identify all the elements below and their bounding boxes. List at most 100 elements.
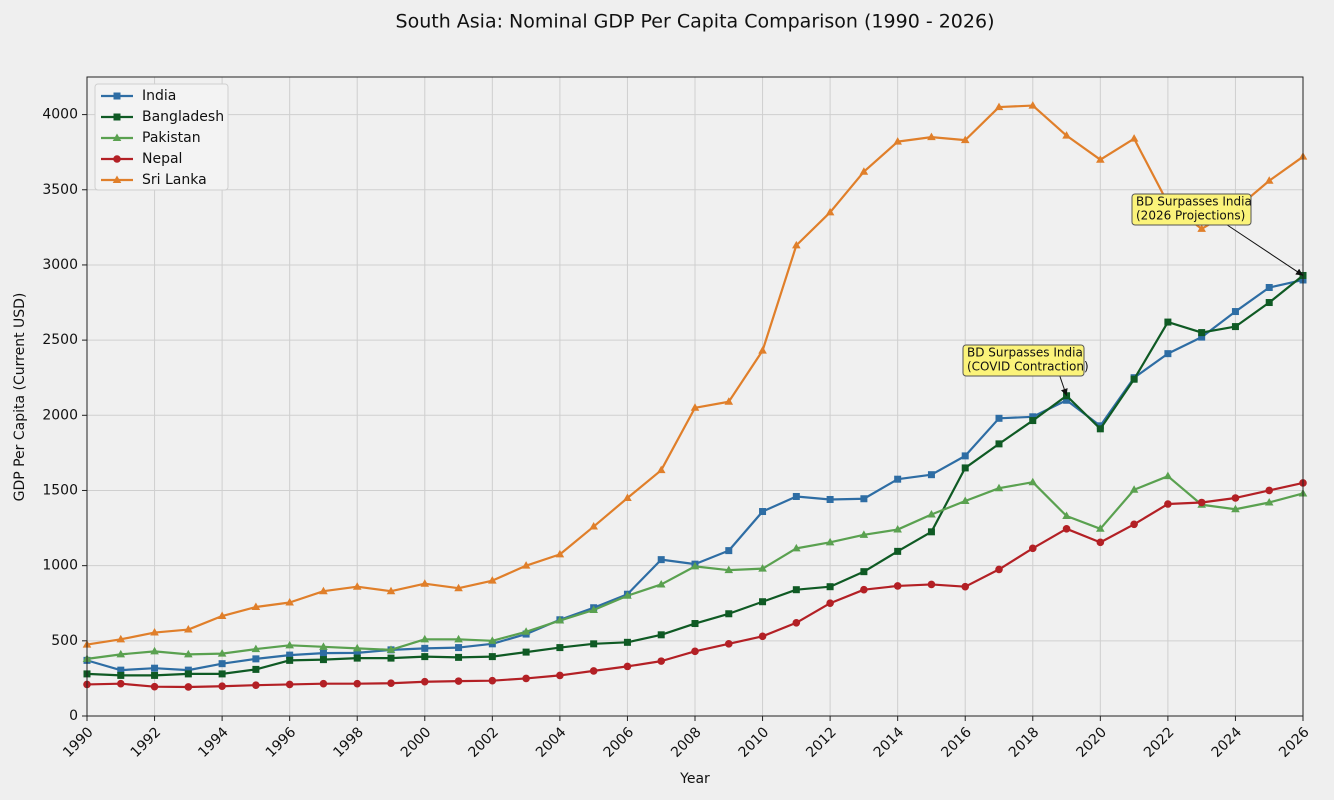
point [792, 240, 801, 249]
legend-label: Bangladesh [142, 109, 224, 125]
point [1062, 525, 1071, 533]
point [522, 648, 530, 656]
point [352, 582, 362, 590]
point [218, 660, 226, 668]
point [1265, 299, 1273, 307]
point [859, 167, 869, 175]
point [1264, 497, 1274, 506]
point [1028, 101, 1038, 109]
point [623, 493, 632, 501]
point [1129, 485, 1139, 493]
point [927, 510, 936, 518]
point [725, 610, 733, 618]
point [1164, 350, 1172, 358]
point [555, 549, 565, 558]
legend-box [94, 83, 229, 191]
point [113, 113, 121, 121]
legend-label: Nepal [142, 151, 182, 167]
point [1164, 318, 1172, 326]
point [1130, 375, 1138, 383]
point [251, 602, 261, 610]
point [691, 647, 699, 656]
point [488, 653, 496, 661]
annotation-arrow [1059, 375, 1068, 396]
point [961, 452, 969, 460]
point [184, 670, 192, 678]
point [961, 582, 970, 591]
point [116, 679, 125, 688]
point [961, 464, 969, 472]
point [555, 616, 565, 624]
point [455, 644, 463, 652]
point [1096, 155, 1105, 163]
annotations: BD Surpasses India(COVID Contraction)BD … [962, 193, 1304, 396]
point [1096, 538, 1105, 547]
plot-frame [86, 76, 1304, 717]
point [1130, 520, 1138, 529]
point [826, 583, 834, 591]
point [1028, 477, 1038, 486]
point [352, 643, 362, 652]
point [252, 681, 260, 689]
legend-label: India [142, 88, 176, 104]
point [759, 508, 767, 516]
point [112, 133, 122, 141]
point [792, 618, 801, 627]
point [589, 667, 598, 675]
point [1265, 283, 1273, 291]
point [116, 634, 126, 643]
point [150, 682, 159, 691]
series [82, 101, 1308, 691]
point [285, 640, 294, 649]
point [421, 653, 429, 661]
point [1063, 396, 1071, 404]
point [151, 664, 159, 672]
point [1163, 471, 1173, 480]
point [623, 638, 631, 646]
chart-title: South Asia: Nominal GDP Per Capita Compa… [396, 11, 995, 33]
point [251, 644, 261, 653]
point [556, 644, 564, 652]
annotation-text: (2026 Projections) [1136, 209, 1245, 223]
point [387, 654, 395, 662]
point [286, 651, 294, 659]
point [151, 671, 159, 679]
point [927, 471, 935, 479]
y-tick-label: 2000 [42, 407, 78, 423]
point [589, 605, 598, 614]
point [150, 628, 159, 636]
point [421, 644, 429, 652]
y-tick-label: 3500 [42, 182, 78, 198]
legend-label: Sri Lanka [142, 172, 207, 188]
point [488, 640, 496, 648]
point [113, 92, 121, 100]
point [455, 653, 463, 661]
point [319, 679, 328, 688]
point [724, 565, 734, 574]
y-tick-label: 3000 [42, 257, 78, 273]
point [386, 586, 396, 595]
y-tick-label: 500 [51, 633, 78, 649]
point [521, 561, 531, 569]
point [556, 671, 564, 680]
point [1029, 413, 1037, 421]
point [894, 547, 902, 555]
point [488, 636, 497, 644]
point [387, 679, 395, 688]
x-axis-label: Year [679, 771, 710, 787]
point [353, 654, 361, 662]
point [657, 657, 666, 665]
point [218, 682, 226, 691]
point [724, 640, 733, 648]
point [184, 649, 193, 658]
point [758, 564, 767, 572]
point [1096, 524, 1105, 532]
point [623, 662, 632, 671]
y-tick-label: 1000 [42, 558, 78, 574]
point [1231, 504, 1240, 513]
point [691, 620, 699, 628]
point [656, 579, 666, 588]
legend: India Bangladesh Pakistan Nepal Sri Lanka [94, 83, 229, 191]
point [860, 585, 868, 594]
point [656, 465, 666, 474]
